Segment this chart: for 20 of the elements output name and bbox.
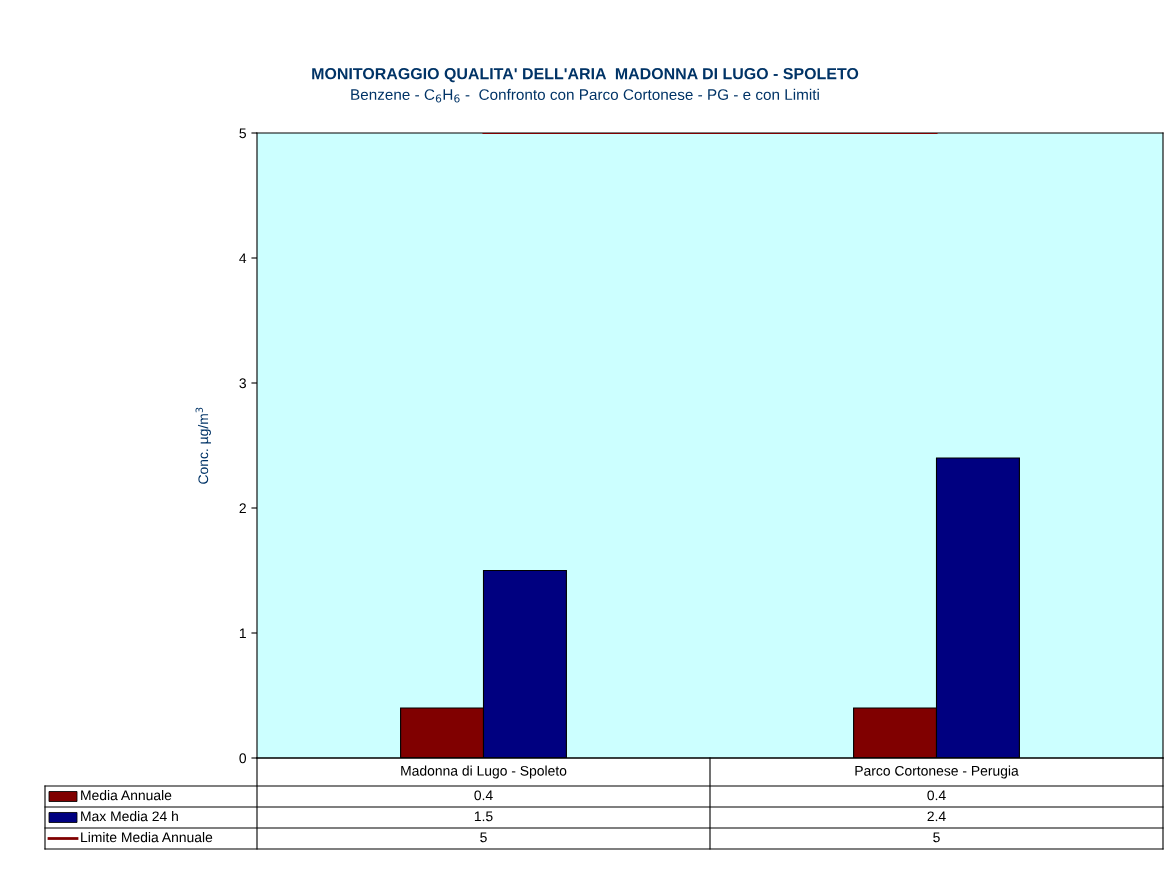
- y-tick-label: 2: [239, 503, 246, 514]
- x-tick-label: Parco Cortonese - Perugia: [855, 765, 1019, 779]
- y-axis-title: Conc. µg/m$^{3}$: [195, 407, 211, 484]
- data-label: 5: [480, 832, 487, 843]
- y-tick-label: 3: [239, 378, 246, 389]
- data-label: 2.4: [927, 811, 946, 822]
- legend-label: Limite Media Annuale: [81, 832, 213, 843]
- data-label: 5: [933, 832, 940, 843]
- y-tick-label: 5: [239, 128, 246, 139]
- y-tick-label: 1: [239, 628, 246, 639]
- chart-subtitle: Benzene - C$_{6}$H$_{6}$ - Confronto con Parco Cortonese - PG - e con Limiti: [351, 88, 819, 103]
- legend-label: Max Media 24 h: [81, 811, 178, 822]
- data-label: 0.4: [474, 790, 493, 801]
- chart-title: MONITORAGGIO QUALITA' DELL'ARIA MADONNA DI LUGO - SPOLETO: [312, 67, 859, 83]
- y-tick-label: 4: [239, 253, 247, 264]
- data-label: 0.4: [927, 790, 946, 801]
- legend-label: Media Annuale: [81, 790, 172, 801]
- y-tick-label: 0: [239, 753, 247, 764]
- x-tick-label: Madonna di Lugo - Spoleto: [401, 765, 567, 779]
- data-label: 1.5: [474, 811, 493, 822]
